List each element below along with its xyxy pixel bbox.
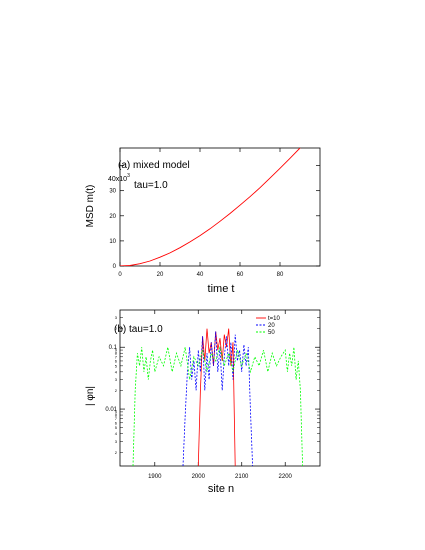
panel-b-label: (b) tau=1.0 (114, 324, 163, 335)
x-tick-label: 60 (237, 272, 244, 278)
x-tick-label: 2100 (235, 474, 249, 480)
panel-a-plot: 0 20 40 60 80 0 10 20 30 (109, 147, 321, 278)
y-minor-tick-label: 8 (115, 351, 118, 356)
y-tick-label: 30 (109, 189, 116, 195)
y-major-tick-label: 0.1 (109, 345, 118, 351)
panel-a-label: (a) mixed model (118, 160, 190, 171)
y-tick-label: 20 (109, 214, 116, 220)
panel-a-y-scale-factor: 40x103 (108, 173, 130, 183)
x-tick-label: 2200 (279, 474, 293, 480)
y-minor-tick-label: 3 (115, 439, 118, 444)
x-tick-label: 0 (118, 272, 122, 278)
y-scale-base: 40x10 (108, 176, 127, 183)
panel-a-y-axis-label: MSD m(t) (85, 185, 96, 228)
legend-label: 50 (268, 330, 275, 336)
y-minor-tick-label: 3 (115, 315, 118, 320)
y-minor-tick-label: 2 (115, 450, 118, 455)
legend-label: t=10 (268, 316, 281, 322)
panel-b-x-axis-label: site n (208, 483, 234, 495)
series-line-50 (132, 345, 303, 466)
y-tick-label: 0 (113, 264, 117, 270)
y-minor-tick-label: 9 (115, 348, 118, 353)
y-minor-tick-label: 5 (115, 363, 118, 368)
panel-b-y-axis-label: | φn| (85, 386, 96, 406)
panel-a-frame (119, 147, 321, 267)
msd-series-line (120, 148, 301, 266)
y-scale-exponent: 3 (127, 173, 130, 179)
x-tick-label: 80 (277, 272, 284, 278)
legend-label: 20 (268, 323, 275, 329)
x-tick-label: 40 (197, 272, 204, 278)
y-minor-tick-label: 6 (115, 420, 118, 425)
y-minor-tick-label: 4 (115, 431, 118, 436)
x-tick-label: 2000 (192, 474, 206, 480)
y-minor-tick-label: 7 (115, 416, 118, 421)
panel-a-x-axis-label: time t (208, 283, 235, 295)
y-minor-tick-label: 2 (115, 326, 118, 331)
panel-a-annotation: tau=1.0 (134, 180, 168, 191)
y-minor-tick-label: 8 (115, 413, 118, 418)
series-line-20 (182, 331, 253, 466)
y-minor-tick-label: 2 (115, 388, 118, 393)
y-minor-tick-label: 3 (115, 377, 118, 382)
panel-b-frame (119, 309, 321, 467)
y-minor-tick-label: 6 (115, 358, 118, 363)
panel-b-plot: 1900 2000 2100 22000.010.123456789234567892… (105, 309, 321, 480)
y-minor-tick-label: 7 (115, 354, 118, 359)
x-tick-label: 20 (157, 272, 164, 278)
y-minor-tick-label: 5 (115, 425, 118, 430)
y-minor-tick-label: 9 (115, 409, 118, 414)
y-minor-tick-label: 4 (115, 369, 118, 374)
series-line-t-10 (197, 328, 236, 466)
y-tick-label: 10 (109, 239, 116, 245)
y-major-tick-label: 0.01 (105, 407, 117, 413)
x-tick-label: 1900 (148, 474, 162, 480)
